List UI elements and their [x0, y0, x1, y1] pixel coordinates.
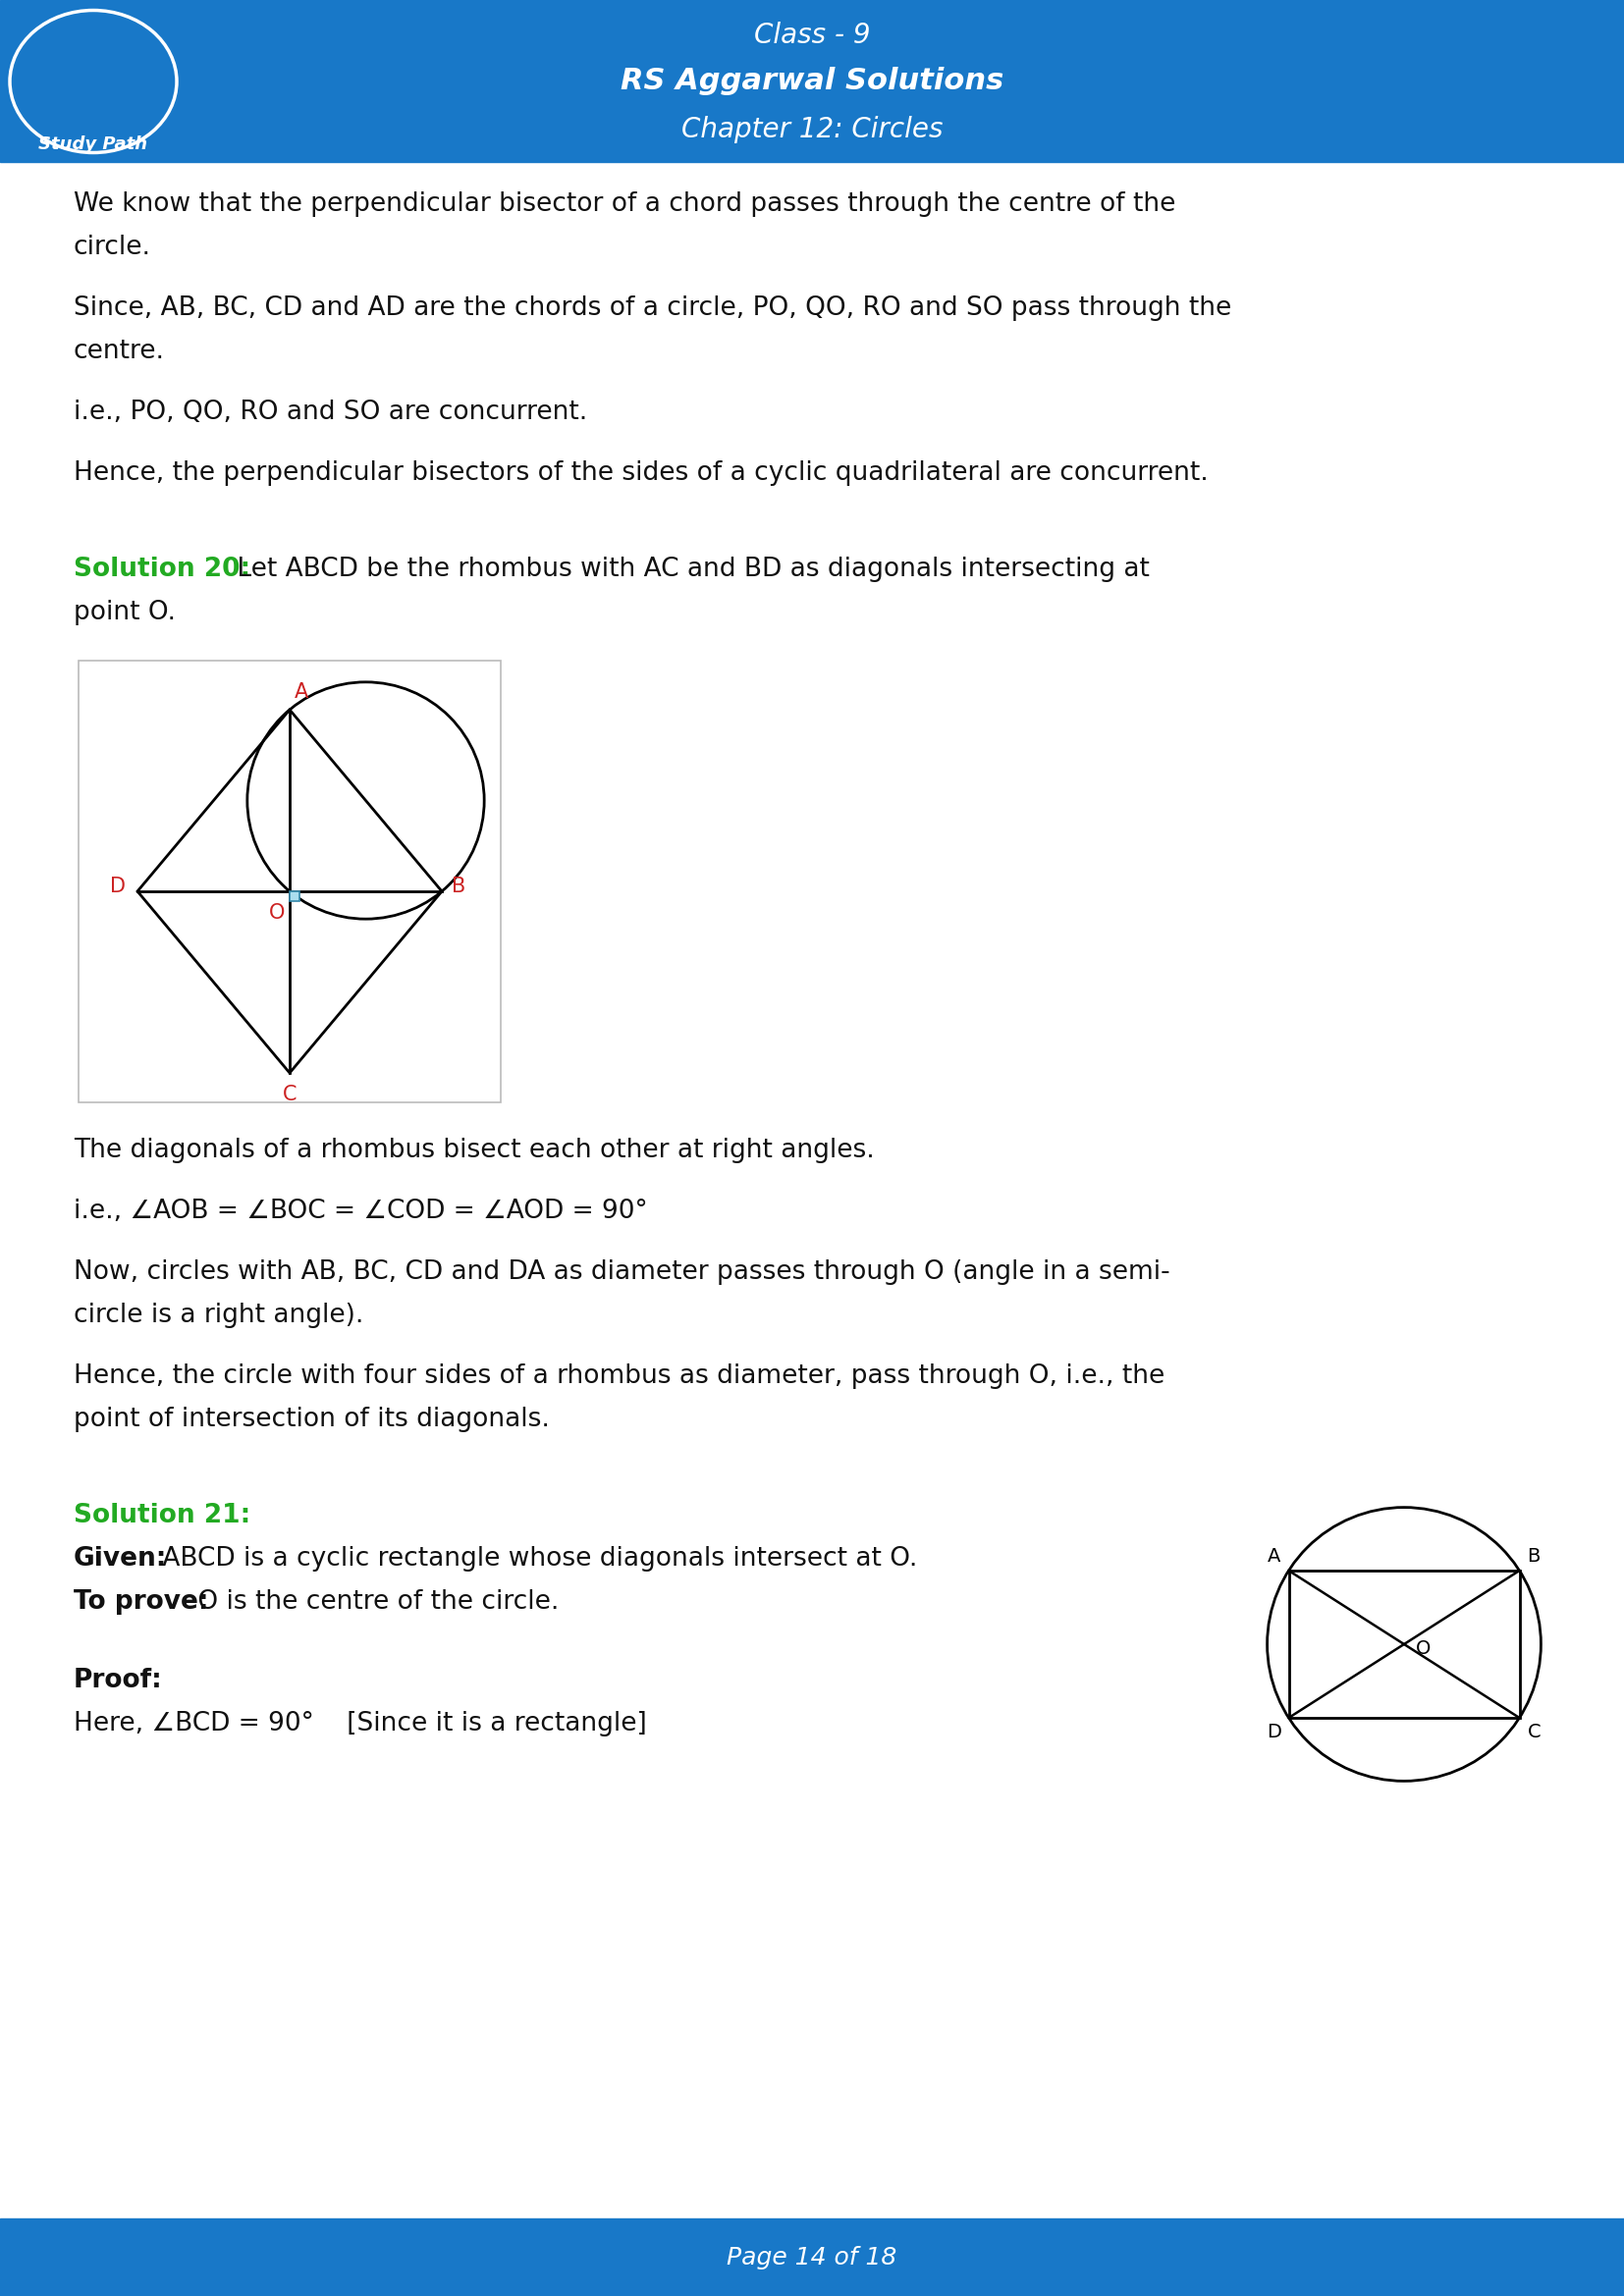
Text: O: O [1416, 1639, 1431, 1658]
Text: C: C [283, 1084, 297, 1104]
Text: ABCD is a cyclic rectangle whose diagonals intersect at O.: ABCD is a cyclic rectangle whose diagona… [154, 1545, 918, 1570]
Text: A: A [294, 682, 309, 703]
Text: Let ABCD be the rhombus with AC and BD as diagonals intersecting at: Let ABCD be the rhombus with AC and BD a… [229, 556, 1150, 583]
Text: O: O [268, 902, 284, 923]
Text: circle.: circle. [73, 234, 151, 259]
Text: Hence, the circle with four sides of a rhombus as diameter, pass through O, i.e.: Hence, the circle with four sides of a r… [73, 1364, 1164, 1389]
Text: B: B [1527, 1548, 1541, 1566]
Text: Proof:: Proof: [73, 1667, 162, 1692]
Text: C: C [1527, 1722, 1541, 1740]
Text: A: A [1268, 1548, 1281, 1566]
Text: Given:: Given: [73, 1545, 167, 1570]
Text: Solution 20:: Solution 20: [73, 556, 250, 583]
Text: O is the centre of the circle.: O is the centre of the circle. [190, 1589, 559, 1614]
Bar [78, 661, 500, 1102]
Text: circle is a right angle).: circle is a right angle). [73, 1302, 364, 1327]
Text: We know that the perpendicular bisector of a chord passes through the centre of : We know that the perpendicular bisector … [73, 191, 1176, 216]
Text: Hence, the perpendicular bisectors of the sides of a cyclic quadrilateral are co: Hence, the perpendicular bisectors of th… [73, 461, 1208, 487]
Text: centre.: centre. [73, 338, 166, 365]
Bar [0, 0, 1624, 163]
Text: point of intersection of its diagonals.: point of intersection of its diagonals. [73, 1407, 549, 1433]
Text: D: D [1267, 1722, 1281, 1740]
Text: Now, circles with AB, BC, CD and DA as diameter passes through O (angle in a sem: Now, circles with AB, BC, CD and DA as d… [73, 1261, 1169, 1286]
Text: Page 14 of 18: Page 14 of 18 [728, 2245, 896, 2268]
Text: i.e., ∠AOB = ∠BOC = ∠COD = ∠AOD = 90°: i.e., ∠AOB = ∠BOC = ∠COD = ∠AOD = 90° [73, 1199, 648, 1224]
Text: Chapter 12: Circles: Chapter 12: Circles [680, 115, 944, 142]
Text: B: B [451, 877, 466, 895]
Text: i.e., PO, QO, RO and SO are concurrent.: i.e., PO, QO, RO and SO are concurrent. [73, 400, 588, 425]
Text: RS Aggarwal Solutions: RS Aggarwal Solutions [620, 67, 1004, 94]
Text: Since, AB, BC, CD and AD are the chords of a circle, PO, QO, RO and SO pass thro: Since, AB, BC, CD and AD are the chords … [73, 296, 1231, 321]
Text: To prove:: To prove: [73, 1589, 208, 1614]
Text: D: D [110, 877, 125, 895]
Text: Here, ∠BCD = 90°    [Since it is a rectangle]: Here, ∠BCD = 90° [Since it is a rectangl… [73, 1711, 646, 1736]
Text: Class - 9: Class - 9 [754, 21, 870, 48]
Text: Study Path: Study Path [39, 135, 148, 154]
Text: Solution 21:: Solution 21: [73, 1504, 250, 1529]
Bar [289, 891, 299, 900]
Text: The diagonals of a rhombus bisect each other at right angles.: The diagonals of a rhombus bisect each o… [73, 1139, 875, 1164]
Text: point O.: point O. [73, 599, 175, 625]
Bar [0, 2218, 1624, 2296]
